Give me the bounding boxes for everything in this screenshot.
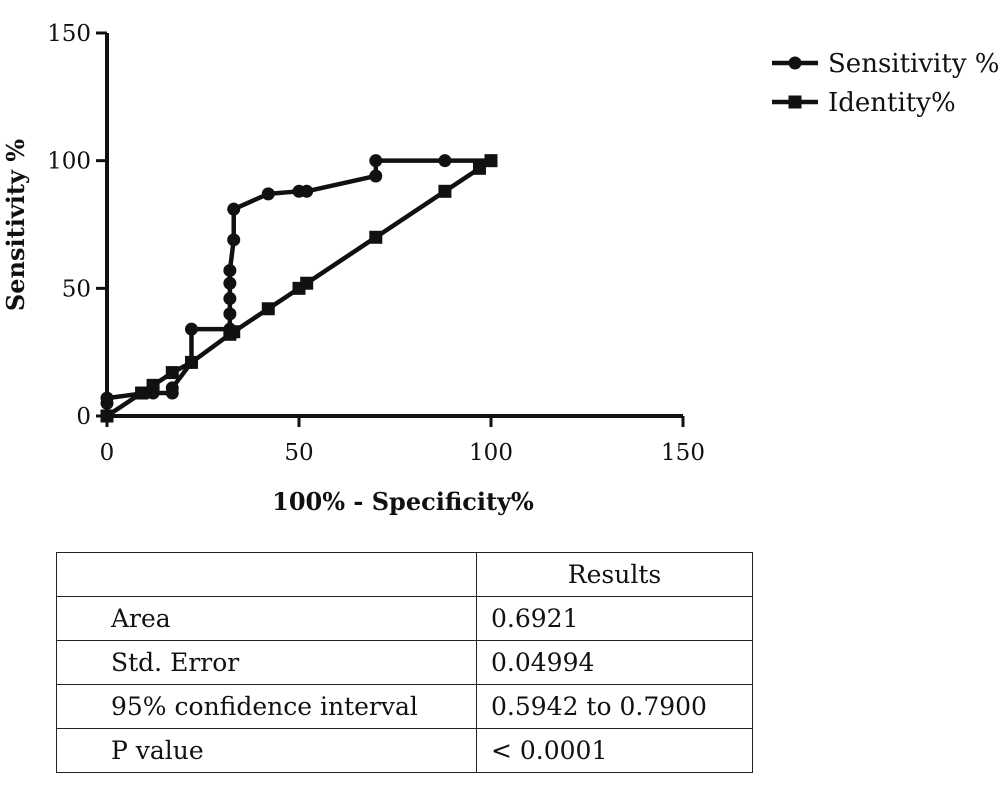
data-point-square xyxy=(484,154,498,168)
y-tick-label: 100 xyxy=(47,149,91,175)
series-line xyxy=(104,158,491,404)
y-axis-title: Sensitivity % xyxy=(1,139,30,311)
data-point-square xyxy=(261,302,275,316)
series-identity xyxy=(100,154,498,423)
data-point-circle xyxy=(227,202,241,216)
legend-circle-marker xyxy=(788,56,802,70)
data-point-circle xyxy=(227,233,241,247)
row-value: < 0.0001 xyxy=(476,728,753,773)
x-tick-label: 100 xyxy=(469,440,513,466)
data-point-circle xyxy=(369,154,383,168)
data-point-square xyxy=(165,366,179,380)
x-tick-label: 50 xyxy=(284,440,313,466)
data-point-circle xyxy=(165,381,179,395)
table-row: Std. Error 0.04994 xyxy=(56,640,753,685)
data-point-square xyxy=(146,378,160,392)
data-point-square xyxy=(438,184,452,198)
data-point-circle xyxy=(261,187,275,201)
data-point-circle xyxy=(223,292,237,306)
y-tick-label: 50 xyxy=(62,276,91,302)
results-table: Results Area 0.6921 Std. Error 0.04994 9… xyxy=(56,552,753,773)
data-point-circle xyxy=(184,322,198,336)
data-point-square xyxy=(227,325,241,339)
data-point-circle xyxy=(300,184,314,198)
data-point-square xyxy=(472,161,486,175)
table-header-cell: Results xyxy=(476,552,753,597)
x-tick-label: 0 xyxy=(100,440,115,466)
table-row: P value < 0.0001 xyxy=(56,728,753,773)
table-header-row: Results xyxy=(56,552,753,597)
row-value: 0.04994 xyxy=(476,640,753,685)
row-label: 95% confidence interval xyxy=(56,684,477,729)
row-label: Std. Error xyxy=(56,640,477,685)
table-row: Area 0.6921 xyxy=(56,596,753,641)
data-point-square xyxy=(184,355,198,369)
data-point-square xyxy=(369,230,383,244)
roc-chart: 0 50 100 150 0 50 100 150 Sensitivity % Identity… xyxy=(1,21,999,516)
table-row: 95% confidence interval 0.5942 to 0.7900 xyxy=(56,684,753,729)
data-point-square xyxy=(135,386,149,400)
x-tick-label: 150 xyxy=(661,440,705,466)
series-layer xyxy=(100,154,498,423)
axes: 0 50 100 150 0 50 100 150 xyxy=(47,21,705,466)
y-tick-label: 0 xyxy=(76,404,91,430)
row-value: 0.6921 xyxy=(476,596,753,641)
row-label: Area xyxy=(56,596,477,641)
data-point-circle xyxy=(438,154,452,168)
row-value: 0.5942 to 0.7900 xyxy=(476,684,753,729)
legend: Sensitivity % Identity% xyxy=(772,49,999,118)
data-point-square xyxy=(300,276,314,290)
legend-entry: Identity% xyxy=(772,88,956,118)
legend-square-marker xyxy=(788,95,802,109)
y-tick-label: 150 xyxy=(47,21,91,47)
legend-label: Sensitivity % xyxy=(828,49,999,79)
data-point-circle xyxy=(223,263,237,277)
legend-entry: Sensitivity % xyxy=(772,49,999,79)
x-axis-title: 100% - Specificity% xyxy=(272,487,534,516)
data-point-circle xyxy=(369,169,383,183)
data-point-square xyxy=(100,409,114,423)
table-header-cell xyxy=(56,552,477,597)
data-point-circle xyxy=(223,276,237,290)
row-label: P value xyxy=(56,728,477,773)
data-point-circle xyxy=(100,391,114,405)
data-point-circle xyxy=(223,307,237,321)
legend-label: Identity% xyxy=(828,88,956,118)
